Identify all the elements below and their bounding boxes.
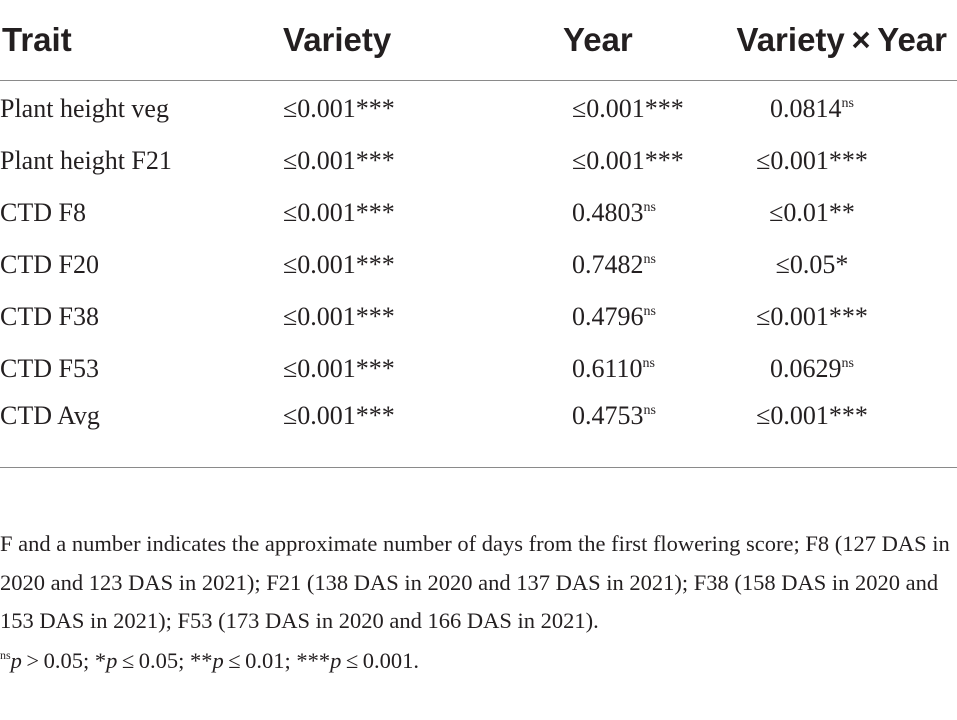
cell-variety-by-year: ≤0.001***	[756, 146, 868, 175]
cell-year: 0.7482ns	[492, 239, 707, 291]
cell-trait: CTD F38	[0, 302, 99, 331]
cell-value: 0.4753	[572, 401, 644, 430]
p-symbol: p	[212, 647, 224, 673]
cell-variety-by-year: ≤0.001***	[756, 302, 868, 331]
header-year: Year	[492, 0, 707, 81]
cell-variety: ≤0.001***	[283, 198, 395, 227]
table-row: CTD F20 ≤0.001*** 0.7482ns ≤0.05*	[0, 239, 957, 291]
cell-year: ≤0.001***	[572, 146, 684, 175]
cell-trait: Plant height F21	[0, 146, 172, 175]
ns-superscript: ns	[643, 252, 656, 267]
cell-variety-by-year: 0.0814ns	[707, 81, 957, 136]
cell-variety: ≤0.001***	[283, 354, 395, 383]
table-body: Plant height veg ≤0.001*** ≤0.001*** 0.0…	[0, 81, 957, 468]
cell-year: 0.4753ns	[492, 395, 707, 468]
footnote-definition: F and a number indicates the approximate…	[0, 531, 950, 633]
ns-superscript: ns	[643, 304, 656, 319]
cell-variety-by-year: ≤0.05*	[775, 250, 849, 279]
cell-value: 0.6110	[572, 354, 643, 383]
cell-variety: ≤0.001***	[283, 302, 395, 331]
cell-year: 0.6110ns	[492, 343, 707, 395]
cell-variety: ≤0.001***	[283, 250, 395, 279]
cell-trait: CTD Avg	[0, 395, 278, 468]
p-symbol: p	[10, 647, 22, 673]
anova-results-table: Trait Variety Year Variety × Year Plant …	[0, 0, 957, 468]
table-row: CTD F8 ≤0.001*** 0.4803ns ≤0.01**	[0, 187, 957, 239]
cell-trait: CTD F20	[0, 250, 99, 279]
cell-value: 0.0814	[770, 94, 842, 123]
cell-value: 0.4796	[572, 302, 644, 331]
ns-superscript: ns	[841, 356, 854, 371]
sig-text: ≤ 0.01; ***	[223, 647, 331, 673]
cell-value: 0.7482	[572, 250, 644, 279]
cell-year: 0.4803ns	[492, 187, 707, 239]
table-row: CTD Avg ≤0.001*** 0.4753ns ≤0.001***	[0, 395, 957, 468]
table-header-row: Trait Variety Year Variety × Year	[0, 0, 957, 81]
header-variety: Variety	[278, 0, 492, 81]
cell-variety: ≤0.001***	[283, 94, 395, 123]
cell-variety-by-year: 0.0629ns	[707, 343, 957, 395]
ns-superscript: ns	[643, 403, 656, 418]
cell-value: 0.0629	[770, 354, 842, 383]
header-trait: Trait	[0, 0, 278, 81]
cell-variety-by-year: ≤0.01**	[769, 198, 855, 227]
results-table-container: Trait Variety Year Variety × Year Plant …	[0, 0, 957, 468]
ns-superscript: ns	[841, 96, 854, 111]
cell-trait: CTD F8	[0, 198, 86, 227]
p-symbol: p	[106, 647, 118, 673]
p-symbol: p	[330, 647, 342, 673]
cell-trait: Plant height veg	[0, 94, 169, 123]
significance-legend: nsp > 0.05; *p ≤ 0.05; **p ≤ 0.01; ***p …	[0, 642, 957, 681]
ns-superscript: ns	[0, 647, 11, 662]
table-footnote: F and a number indicates the approximate…	[0, 525, 957, 680]
table-row: Plant height veg ≤0.001*** ≤0.001*** 0.0…	[0, 81, 957, 136]
cell-variety: ≤0.001***	[278, 395, 492, 468]
ns-superscript: ns	[642, 356, 655, 371]
cell-value: 0.4803	[572, 198, 644, 227]
cell-year: ≤0.001***	[572, 94, 684, 123]
table-row: CTD F53 ≤0.001*** 0.6110ns 0.0629ns	[0, 343, 957, 395]
sig-text: ≤ 0.001.	[341, 647, 419, 673]
cell-variety-by-year: ≤0.001***	[707, 395, 957, 468]
header-variety-by-year: Variety × Year	[707, 0, 957, 81]
ns-superscript: ns	[643, 200, 656, 215]
table-row: CTD F38 ≤0.001*** 0.4796ns ≤0.001***	[0, 291, 957, 343]
cell-year: 0.4796ns	[492, 291, 707, 343]
cell-variety: ≤0.001***	[283, 146, 395, 175]
cell-trait: CTD F53	[0, 354, 99, 383]
sig-text: ≤ 0.05; **	[117, 647, 213, 673]
table-row: Plant height F21 ≤0.001*** ≤0.001*** ≤0.…	[0, 135, 957, 187]
sig-text: > 0.05; *	[21, 647, 107, 673]
